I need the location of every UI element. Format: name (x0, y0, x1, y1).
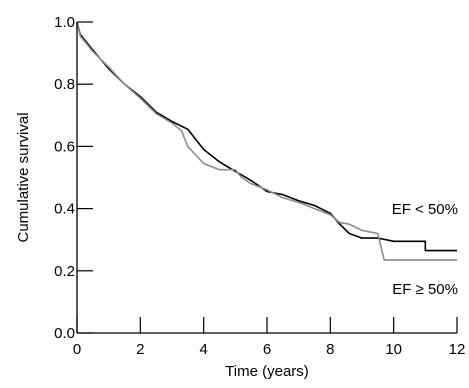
x-tick-label: 10 (385, 341, 402, 358)
y-tick-label: 0.8 (54, 76, 75, 93)
y-tick-label: 0.6 (54, 138, 75, 155)
series-label-ef-above-50: EF ≥ 50% (392, 281, 458, 298)
x-tick-label: 2 (136, 341, 144, 358)
x-tick-label: 4 (199, 341, 207, 358)
x-tick-label: 8 (326, 341, 334, 358)
x-tick-label: 0 (73, 341, 81, 358)
x-tick-label: 6 (263, 341, 271, 358)
y-tick-label: 0.0 (54, 325, 75, 342)
series-line-1 (76, 21, 457, 261)
y-axis-label: Cumulative survival (15, 112, 32, 242)
y-axis-ticks: 0.0 0.2 0.4 0.6 0.8 1.0 (54, 14, 93, 342)
x-axis-label: Time (years) (225, 363, 309, 380)
y-tick-label: 0.2 (54, 263, 75, 280)
series-label-ef-below-50: EF < 50% (392, 201, 458, 218)
y-tick-label: 1.0 (54, 14, 75, 31)
x-tick-label: 12 (449, 341, 466, 358)
x-axis-ticks: 0 2 4 6 8 10 12 (73, 317, 466, 358)
y-tick-label: 0.4 (54, 201, 75, 218)
series-lines (76, 21, 457, 261)
